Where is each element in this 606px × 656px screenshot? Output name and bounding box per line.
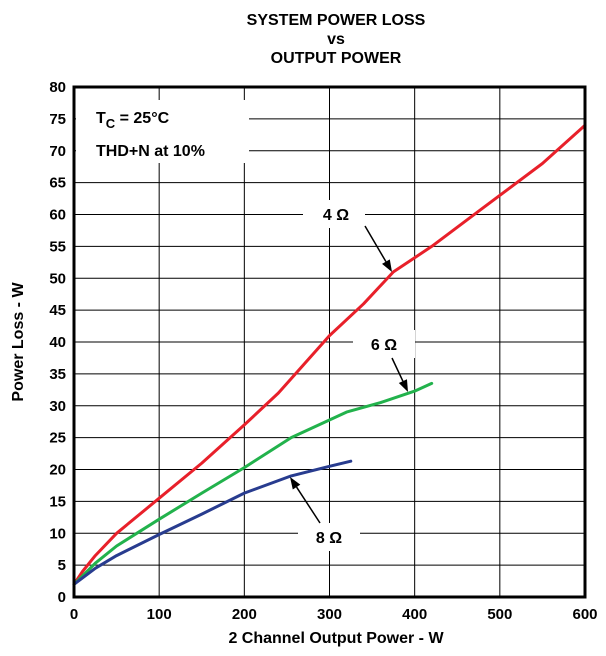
y-tick-label: 5 — [58, 557, 66, 574]
series-label-arrow-head — [290, 477, 301, 490]
x-tick-label: 600 — [572, 606, 597, 623]
y-tick-label: 55 — [49, 238, 66, 255]
chart-title-line-2: vs — [327, 31, 345, 48]
y-tick-label: 75 — [49, 111, 66, 128]
series-label-background — [353, 330, 415, 358]
x-tick-label: 100 — [147, 606, 172, 623]
series-label-arrow-shaft — [391, 357, 404, 382]
x-tick-label: 0 — [70, 606, 78, 623]
y-tick-label: 50 — [49, 270, 66, 287]
y-tick-label: 30 — [49, 398, 66, 415]
x-tick-label: 200 — [232, 606, 257, 623]
conditions-annotation-background — [76, 100, 249, 163]
chart-title: SYSTEM POWER LOSS vs OUTPUT POWER — [247, 12, 426, 67]
grid — [74, 87, 585, 597]
series-label: 8 Ω — [316, 530, 342, 547]
y-tick-label: 45 — [49, 302, 66, 319]
thd-label: THD+N at 10% — [96, 143, 205, 160]
series-label-background — [298, 523, 360, 551]
y-tick-label: 60 — [49, 207, 66, 224]
chart-title-line-3: OUTPUT POWER — [271, 50, 402, 67]
series-lines — [72, 123, 587, 586]
x-tick-label: 400 — [402, 606, 427, 623]
y-tick-label: 35 — [49, 366, 66, 383]
series-label-arrow-head — [398, 379, 408, 392]
case-temperature-subscript: C — [106, 116, 116, 131]
y-tick-label: 25 — [49, 430, 66, 447]
y-axis-label: Power Loss - W — [10, 282, 27, 402]
series-label-arrow-shaft — [364, 225, 387, 263]
y-tick-label: 40 — [49, 334, 66, 351]
series-label-background — [303, 200, 365, 228]
series-line-2 — [72, 459, 353, 586]
chart-title-line-1: SYSTEM POWER LOSS — [247, 12, 426, 29]
x-tick-label: 300 — [317, 606, 342, 623]
axis-ticks: 0 100 200 300 400 500 600 0 5 10 15 20 25 30 35 40 45 50 5… — [49, 79, 597, 623]
case-temperature-prefix: T — [96, 110, 106, 127]
series-label: 6 Ω — [371, 337, 397, 354]
series-label-arrow-head — [382, 259, 392, 272]
y-tick-label: 80 — [49, 79, 66, 96]
series-label-arrow-shaft — [295, 486, 321, 524]
y-tick-label: 20 — [49, 462, 66, 479]
x-tick-label: 500 — [487, 606, 512, 623]
x-axis-label: 2 Channel Output Power - W — [228, 630, 444, 647]
series-label: 4 Ω — [323, 207, 349, 224]
y-tick-label: 15 — [49, 493, 66, 510]
plot-frame — [72, 85, 587, 599]
y-tick-label: 65 — [49, 175, 66, 192]
y-tick-label: 0 — [58, 589, 66, 606]
series-line-1 — [72, 381, 434, 586]
y-tick-label: 10 — [49, 525, 66, 542]
case-temperature-value: = 25°C — [115, 110, 169, 127]
series-labels: 4 Ω 6 Ω 8 Ω — [290, 200, 415, 551]
conditions-annotation: TC = 25°C THD+N at 10% — [76, 100, 249, 163]
case-temperature-label: TC = 25°C — [96, 110, 170, 131]
y-tick-label: 70 — [49, 143, 66, 160]
series-line-0 — [72, 123, 587, 586]
